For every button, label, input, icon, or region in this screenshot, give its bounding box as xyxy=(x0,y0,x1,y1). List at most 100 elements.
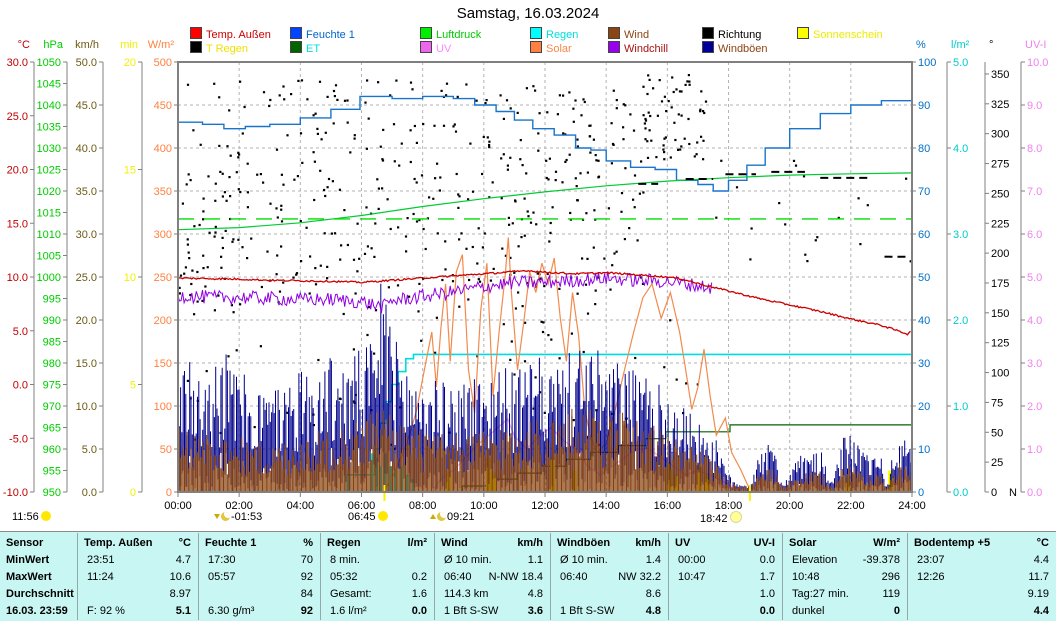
svg-text:1050: 1050 xyxy=(37,57,61,69)
svg-text:W/m²: W/m² xyxy=(148,39,175,51)
sunset-sun-icon xyxy=(728,511,744,525)
svg-text:300: 300 xyxy=(154,229,172,241)
sun-icon xyxy=(376,511,390,523)
sun-annotation-18-42: 18:42 xyxy=(700,511,744,525)
svg-text:06:00: 06:00 xyxy=(348,500,376,512)
svg-text:100: 100 xyxy=(991,368,1009,380)
svg-text:5: 5 xyxy=(130,380,136,392)
svg-text:40: 40 xyxy=(918,315,930,327)
chart-title: Samstag, 16.03.2024 xyxy=(456,5,600,22)
svg-text:1000: 1000 xyxy=(37,272,61,284)
svg-text:125: 125 xyxy=(991,338,1009,350)
legend-item-uv: UV xyxy=(420,41,451,55)
table-col-name: Solar xyxy=(789,537,817,549)
table-row-header: MinWert xyxy=(6,554,50,566)
legend-label: Temp. Außen xyxy=(206,29,271,41)
svg-text:15.0: 15.0 xyxy=(7,218,28,230)
table-cell-value: 0.2 xyxy=(411,571,427,583)
table-cell-value: 8.6 xyxy=(645,588,661,600)
table-cell-value: 119 xyxy=(882,588,900,600)
sun-annotation-06-45: 06:45 xyxy=(348,511,390,525)
svg-text:10: 10 xyxy=(918,444,930,456)
table-cell-label: 23:07 xyxy=(917,554,945,566)
svg-text:970: 970 xyxy=(43,401,61,413)
svg-text:90: 90 xyxy=(918,100,930,112)
table-cell-value: 5.1 xyxy=(175,605,191,617)
legend-item-wind: Wind xyxy=(608,27,649,41)
svg-text:25.0: 25.0 xyxy=(7,111,28,123)
legend-color-swatch-icon xyxy=(290,27,302,39)
table-cell-value: 1.6 xyxy=(411,588,427,600)
svg-text:500: 500 xyxy=(154,57,172,69)
svg-text:min: min xyxy=(120,39,138,51)
sun-annotation-11-56: 11:56 xyxy=(12,511,53,525)
table-col-name: Regen xyxy=(327,537,361,549)
legend-item-et: ET xyxy=(290,41,321,55)
table-cell-label: 1.6 l/m² xyxy=(330,605,367,617)
legend-label: ET xyxy=(306,43,321,55)
svg-text:04:00: 04:00 xyxy=(287,500,315,512)
svg-text:4.0: 4.0 xyxy=(1027,315,1042,327)
svg-text:5.0: 5.0 xyxy=(953,57,968,69)
svg-text:5.0: 5.0 xyxy=(13,326,28,338)
svg-text:10.0: 10.0 xyxy=(7,272,28,284)
svg-text:%: % xyxy=(916,39,926,51)
table-cell-label: 114.3 km xyxy=(444,588,489,600)
svg-text:2.0: 2.0 xyxy=(953,315,968,327)
legend-label: Windchill xyxy=(624,43,669,55)
table-cell-value: 3.6 xyxy=(527,605,543,617)
svg-text:20.0: 20.0 xyxy=(76,315,97,327)
svg-text:0: 0 xyxy=(991,487,997,499)
table-cell-label: Ø 10 min. xyxy=(560,554,608,566)
svg-text:350: 350 xyxy=(991,69,1009,81)
table-cell-value: 4.4 xyxy=(1033,554,1049,566)
svg-text:200: 200 xyxy=(154,315,172,327)
table-row-header: Durchschnitt xyxy=(6,588,74,600)
table-row-header: MaxWert xyxy=(6,571,52,583)
svg-text:10.0: 10.0 xyxy=(1027,57,1048,69)
svg-text:9.0: 9.0 xyxy=(1027,100,1042,112)
svg-text:-10.0: -10.0 xyxy=(3,487,28,499)
svg-text:300: 300 xyxy=(991,129,1009,141)
table-cell-value: 10.6 xyxy=(169,571,191,583)
svg-text:0.0: 0.0 xyxy=(1027,487,1042,499)
table-cell-value: 4.8 xyxy=(645,605,661,617)
table-cell-value: 4.4 xyxy=(1033,605,1049,617)
table-column-separator xyxy=(550,533,551,620)
legend-item-temp-au-en: Temp. Außen xyxy=(190,27,271,41)
svg-text:2.0: 2.0 xyxy=(1027,401,1042,413)
svg-text:175: 175 xyxy=(991,278,1009,290)
legend-color-swatch-icon xyxy=(530,41,542,53)
table-cell-value: 1.1 xyxy=(527,554,543,566)
svg-text:400: 400 xyxy=(154,143,172,155)
table-col-unit: W/m² xyxy=(873,537,900,549)
table-cell-label: 06:40 xyxy=(444,571,472,583)
legend-label: Solar xyxy=(546,43,572,55)
svg-text:5.0: 5.0 xyxy=(82,444,97,456)
svg-text:990: 990 xyxy=(43,315,61,327)
sun-annotation-time: 18:42 xyxy=(700,513,728,525)
table-cell-label: 10:48 xyxy=(792,571,820,583)
svg-text:1020: 1020 xyxy=(37,186,61,198)
svg-text:275: 275 xyxy=(991,159,1009,171)
svg-text:350: 350 xyxy=(154,186,172,198)
svg-text:200: 200 xyxy=(991,248,1009,260)
svg-text:20: 20 xyxy=(124,57,136,69)
svg-text:60: 60 xyxy=(918,229,930,241)
moonset-icon xyxy=(214,511,231,523)
svg-text:8.0: 8.0 xyxy=(1027,143,1042,155)
svg-text:30.0: 30.0 xyxy=(7,57,28,69)
svg-text:0: 0 xyxy=(918,487,924,499)
svg-text:1035: 1035 xyxy=(37,122,61,134)
legend-label: Luftdruck xyxy=(436,29,482,41)
svg-text:70: 70 xyxy=(918,186,930,198)
table-cell-value: 92 xyxy=(300,571,313,583)
table-col-unit: km/h xyxy=(635,537,661,549)
svg-text:30: 30 xyxy=(918,358,930,370)
svg-text:1005: 1005 xyxy=(37,251,61,263)
sun-icon xyxy=(39,511,53,523)
svg-text:1030: 1030 xyxy=(37,143,61,155)
table-col-name: Feuchte 1 xyxy=(205,537,257,549)
svg-text:50: 50 xyxy=(991,427,1003,439)
